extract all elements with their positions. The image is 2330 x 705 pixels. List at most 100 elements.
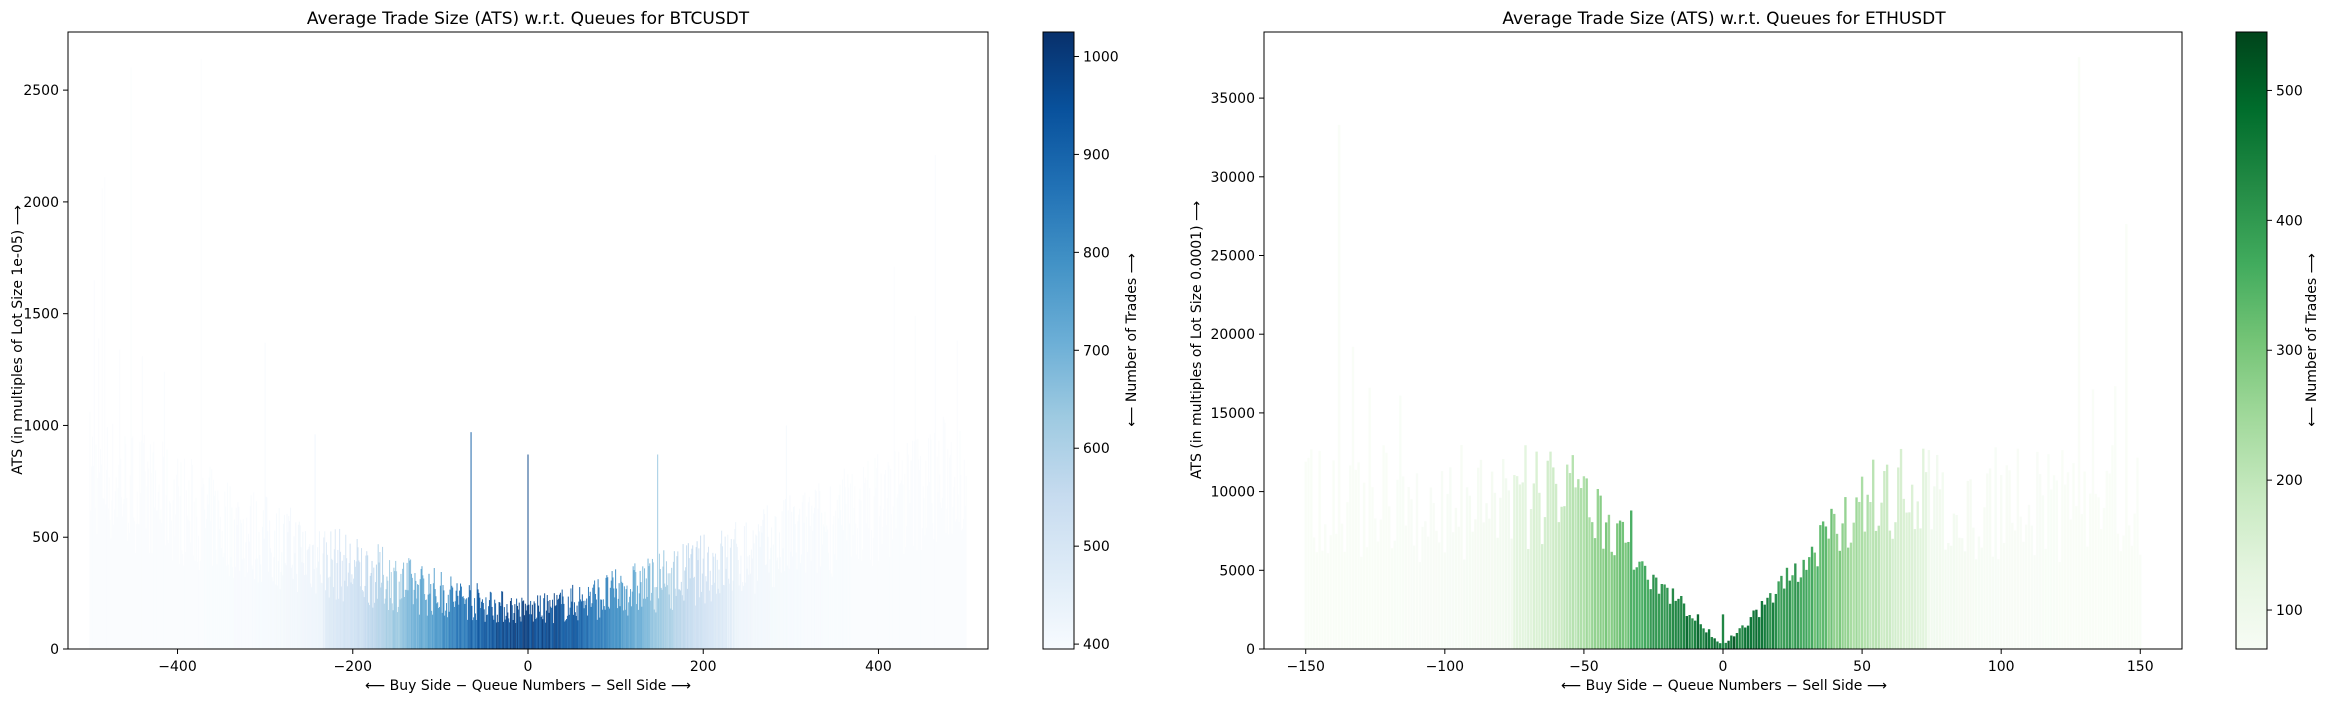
bar: [104, 177, 106, 649]
bar: [836, 499, 838, 649]
bar: [1922, 448, 1925, 649]
bar: [563, 603, 565, 649]
bar: [808, 496, 810, 649]
bar: [415, 580, 417, 649]
bar: [519, 616, 521, 649]
y-tick-label: 15000: [1210, 406, 1255, 422]
bar: [227, 564, 229, 649]
bar: [478, 592, 480, 649]
bar: [869, 488, 871, 649]
bar: [753, 543, 755, 649]
bar: [1438, 542, 1441, 649]
bar: [245, 542, 247, 649]
bar: [562, 596, 564, 649]
bar: [905, 547, 907, 649]
bar: [1482, 522, 1485, 649]
bar: [144, 471, 146, 649]
bar: [1677, 598, 1680, 649]
btc-colorbar-gradient: [1042, 31, 1075, 650]
bar: [1474, 519, 1477, 649]
bar: [351, 574, 353, 649]
bar: [1618, 520, 1622, 649]
bar: [217, 490, 219, 649]
bar: [1424, 521, 1427, 649]
bar: [616, 588, 617, 649]
bar: [772, 544, 774, 649]
bar: [1682, 603, 1686, 649]
bar: [1741, 625, 1744, 649]
bar: [299, 525, 301, 649]
bar: [938, 440, 940, 649]
bar: [1432, 502, 1435, 649]
bar: [850, 556, 852, 649]
bar: [750, 573, 752, 649]
bar: [1730, 635, 1733, 649]
bar: [1610, 551, 1613, 649]
bar: [253, 492, 255, 649]
bar: [2008, 470, 2011, 649]
bar: [621, 581, 623, 649]
bar: [1986, 473, 1989, 649]
bar: [521, 597, 523, 649]
bar: [470, 432, 472, 649]
bar: [821, 544, 823, 649]
bar: [387, 580, 389, 649]
bar: [432, 614, 433, 649]
bar: [878, 516, 880, 649]
bar: [908, 490, 910, 649]
bar: [1479, 459, 1483, 649]
bar: [385, 589, 387, 649]
bar: [1966, 480, 1969, 649]
bar: [389, 560, 391, 649]
bar: [248, 533, 249, 649]
bar: [412, 604, 414, 649]
bar: [137, 523, 139, 649]
bar: [343, 555, 345, 649]
bar: [617, 598, 619, 649]
bar: [1752, 610, 1755, 649]
bar: [344, 580, 346, 649]
bar: [893, 266, 895, 649]
bar: [688, 558, 690, 649]
bar: [203, 484, 205, 649]
bar: [824, 511, 826, 649]
bar: [446, 603, 448, 649]
bar: [443, 590, 445, 649]
bar: [1515, 476, 1519, 649]
bar: [375, 582, 377, 649]
bar: [153, 441, 155, 649]
bar: [314, 434, 316, 649]
bar: [1552, 467, 1555, 649]
bar: [1616, 523, 1619, 649]
bar: [722, 546, 724, 649]
bar: [101, 188, 103, 650]
bar: [439, 606, 440, 649]
bar: [719, 593, 721, 649]
bar: [796, 569, 798, 649]
bar: [2100, 529, 2103, 649]
bar: [472, 620, 474, 649]
bar: [728, 578, 730, 649]
bar: [242, 519, 244, 649]
bar: [232, 567, 234, 649]
bar: [837, 518, 839, 649]
bar: [1852, 522, 1855, 649]
bar: [1997, 559, 2000, 649]
bar: [173, 479, 175, 649]
bar: [205, 518, 207, 649]
bar: [156, 510, 158, 649]
bar: [1646, 579, 1650, 649]
bar: [754, 593, 756, 649]
bar: [371, 560, 373, 649]
bar: [261, 581, 263, 649]
bar: [907, 454, 909, 649]
bar: [1440, 471, 1444, 649]
bar: [950, 442, 952, 649]
bar: [752, 530, 754, 649]
bar: [848, 487, 850, 649]
bar: [1568, 473, 1572, 649]
bar: [868, 528, 870, 649]
bar: [1371, 487, 1374, 649]
bar: [656, 587, 658, 649]
bar: [277, 561, 279, 649]
